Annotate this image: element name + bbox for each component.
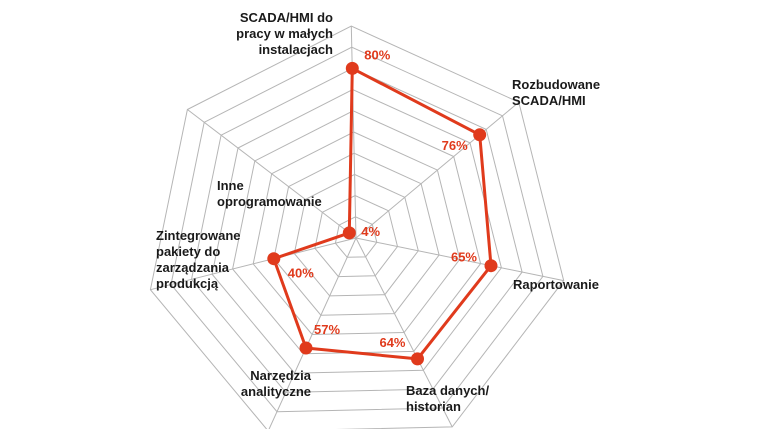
axis-label-5: Narzędzia analityczne — [241, 368, 312, 399]
value-label-2: 76% — [442, 138, 468, 153]
value-label-5: 57% — [314, 322, 340, 337]
data-point-3 — [484, 259, 498, 273]
grid-ring — [211, 89, 502, 374]
data-point-1 — [345, 61, 359, 75]
data-point-4 — [411, 352, 424, 366]
grid-ring — [273, 152, 440, 316]
radar-labels: 80% 76% 65% 64% 57% 40% 4% SCADA/HMI do pracy w … — [156, 10, 600, 414]
radar-series — [267, 61, 498, 366]
grid-ring — [170, 46, 544, 413]
axis-label-6: Zintegrowane pakiety do zarządzania produkc… — [156, 228, 241, 291]
grid-spoke — [268, 237, 357, 429]
data-point-6 — [267, 252, 281, 266]
value-label-1: 80% — [364, 47, 390, 62]
grid-ring — [314, 195, 399, 278]
value-label-4: 64% — [379, 335, 405, 350]
grid-spoke — [150, 237, 357, 291]
grid-spoke — [350, 26, 357, 239]
axis-label-4: Baza danych/historian — [406, 383, 489, 414]
value-label-3: 65% — [451, 250, 477, 265]
grid-ring — [293, 173, 419, 297]
axis-label-7: Inne oprogramowanie — [217, 178, 322, 209]
data-point-7 — [342, 226, 356, 240]
value-label-6: 40% — [288, 266, 314, 281]
grid-ring — [252, 131, 461, 336]
grid-spoke — [355, 237, 564, 282]
series-line — [272, 66, 493, 361]
data-point-2 — [473, 128, 487, 142]
grid-spoke — [355, 237, 453, 428]
data-point-5 — [299, 341, 313, 355]
grid-ring — [334, 216, 378, 258]
grid-ring — [190, 67, 523, 393]
axis-label-3: Raportowanie — [513, 277, 599, 292]
axis-label-2: Rozbudowane SCADA/HMI — [512, 77, 600, 108]
value-label-7: 4% — [361, 224, 380, 239]
axis-label-1: SCADA/HMI do pracy w małych instalacjach — [236, 10, 333, 57]
grid-spoke — [355, 101, 520, 239]
grid-spoke — [187, 109, 357, 239]
